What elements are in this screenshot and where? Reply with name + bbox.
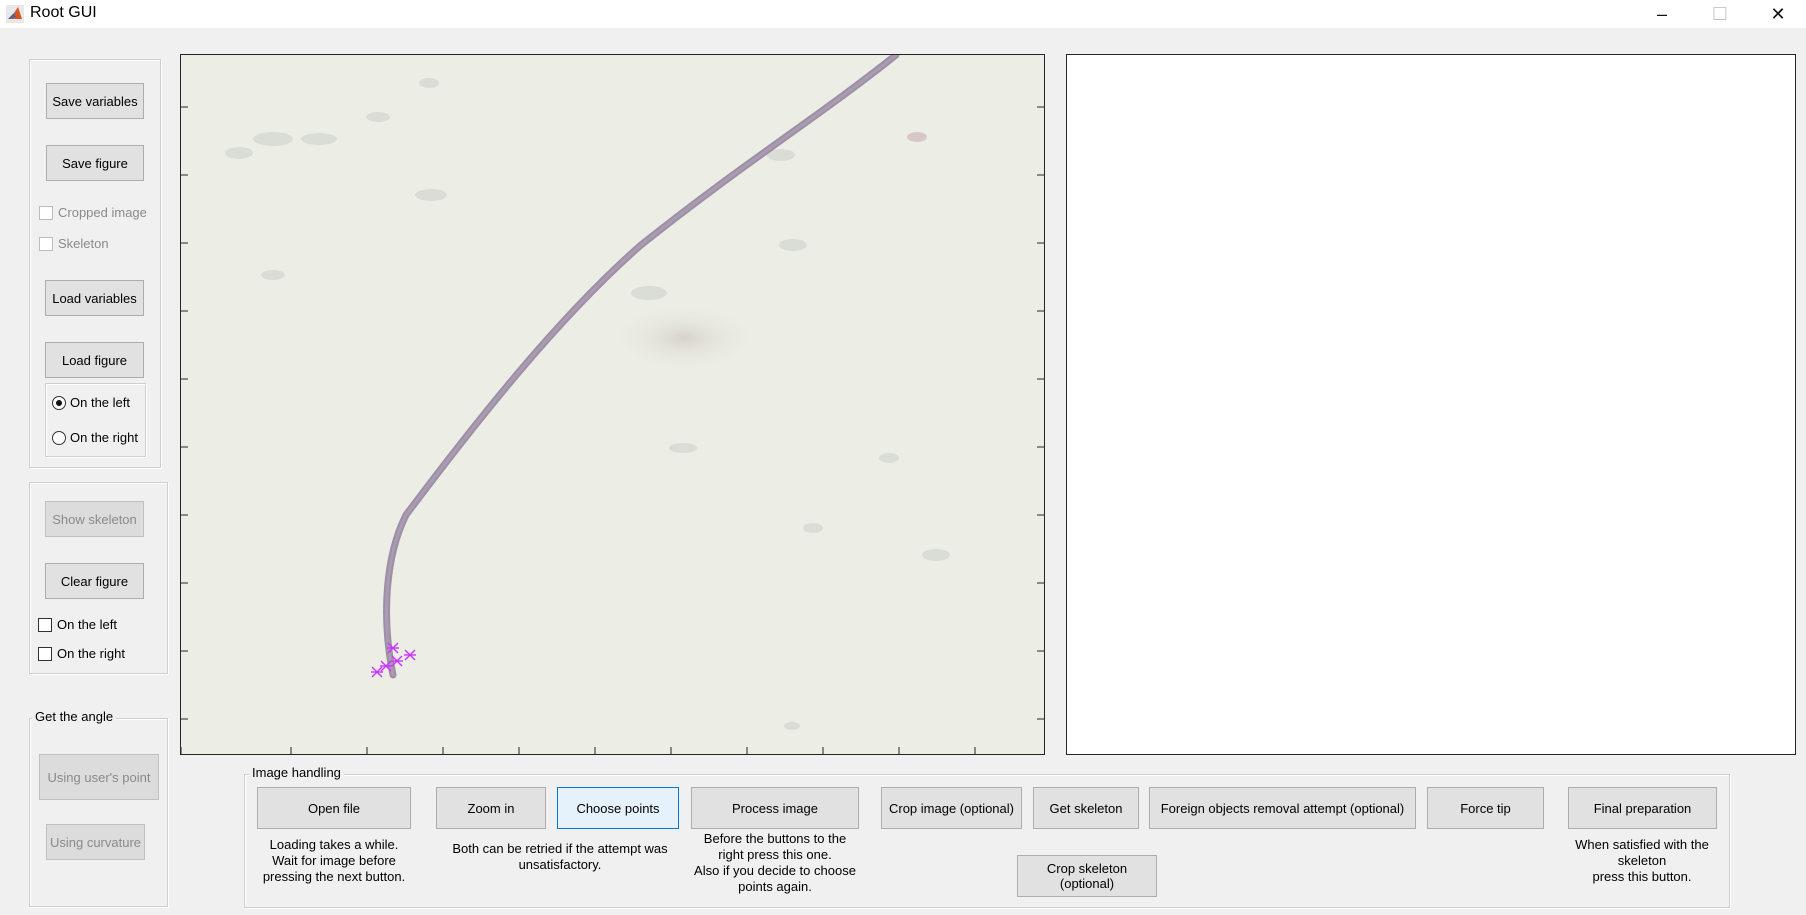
choose-points-button[interactable]: Choose points [557,787,679,829]
point-marker [404,649,416,661]
open-file-button[interactable]: Open file [257,787,411,829]
checkbox-box [38,617,52,632]
result-axes[interactable] [1066,54,1796,755]
radio-label: On the left [70,395,130,410]
clear-left-checkbox[interactable]: On the left [38,617,117,632]
clear-figure-button[interactable]: Clear figure [45,563,144,599]
minimize-icon: – [1656,3,1667,24]
note-line: Before the buttons to the [703,831,847,846]
maximize-icon: ☐ [1711,3,1729,24]
note-line: right press this one. [718,847,832,862]
image-handling-title: Image handling [249,765,344,780]
using-curvature-button[interactable]: Using curvature [46,824,145,860]
process-image-button[interactable]: Process image [691,787,859,829]
root-image[interactable] [180,51,1044,754]
process-note: Before the buttons to the right press th… [681,831,869,895]
close-button[interactable]: ✕ [1750,0,1806,28]
angle-panel: Get the angle Using user's point Using c… [29,709,168,907]
point-marker [380,660,392,672]
using-users-point-button[interactable]: Using user's point [39,754,159,800]
note-line: skeleton [1617,853,1667,868]
file-panel: Save variables Save figure Cropped image… [29,59,161,468]
cropped-image-checkbox[interactable]: Cropped image [39,205,147,220]
image-axes[interactable] [180,51,1045,755]
skeleton-checkbox[interactable]: Skeleton [39,236,109,251]
crop-skeleton-button[interactable]: Crop skeleton (optional) [1017,855,1157,897]
note-line: points again. [738,879,812,894]
force-tip-button[interactable]: Force tip [1427,787,1544,829]
checkbox-box [39,205,53,220]
clear-right-checkbox[interactable]: On the right [38,646,125,661]
figure-panel: Show skeleton Clear figure On the left O… [29,482,168,674]
load-variables-button[interactable]: Load variables [45,280,144,316]
save-variables-button[interactable]: Save variables [46,83,144,119]
open-file-note: Loading takes a while. Wait for image be… [245,837,423,885]
radio-label: On the right [70,430,138,445]
point-marker [371,666,383,678]
radio-on-the-right[interactable]: On the right [52,430,138,445]
note-line: Loading takes a while. [269,837,399,852]
load-side-radio-group: On the left On the right [45,383,146,457]
radio-dot [52,395,66,410]
checkbox-box [39,236,53,251]
radio-dot [52,430,66,445]
radio-on-the-left[interactable]: On the left [52,395,130,410]
checkbox-label: Skeleton [58,236,109,251]
point-marker [387,642,399,654]
crop-image-button[interactable]: Crop image (optional) [881,787,1022,829]
close-icon: ✕ [1770,3,1786,24]
minimize-button[interactable]: – [1634,0,1690,28]
note-line: unsatisfactory. [518,857,602,872]
note-line: Also if you decide to choose [694,863,856,878]
checkbox-label: On the left [57,617,117,632]
foreign-objects-removal-button[interactable]: Foreign objects removal attempt (optiona… [1149,787,1416,829]
window-title: Root GUI [30,4,97,21]
note-line: pressing the next button. [262,869,406,884]
note-line: Both can be retried if the attempt was [452,841,668,856]
image-handling-panel: Image handling Open file Loading takes a… [244,765,1730,908]
matlab-icon [6,5,24,23]
retry-note: Both can be retried if the attempt was u… [429,841,691,873]
angle-panel-title: Get the angle [32,709,117,724]
note-line: Wait for image before [272,853,396,868]
maximize-button[interactable]: ☐ [1692,0,1748,28]
title-bar: Root GUI – ☐ ✕ [0,0,1806,28]
save-figure-button[interactable]: Save figure [46,145,144,181]
load-figure-button[interactable]: Load figure [45,342,144,378]
zoom-in-button[interactable]: Zoom in [436,787,546,829]
final-preparation-button[interactable]: Final preparation [1568,787,1717,829]
checkbox-label: Cropped image [58,205,147,220]
get-skeleton-button[interactable]: Get skeleton [1033,787,1139,829]
note-line: When satisfied with the [1575,837,1709,852]
point-marker [391,655,403,667]
note-line: press this button. [1592,869,1692,884]
checkbox-box [38,646,52,661]
show-skeleton-button[interactable]: Show skeleton [45,501,144,537]
checkbox-label: On the right [57,646,125,661]
final-note: When satisfied with the skeleton press t… [1557,837,1727,885]
